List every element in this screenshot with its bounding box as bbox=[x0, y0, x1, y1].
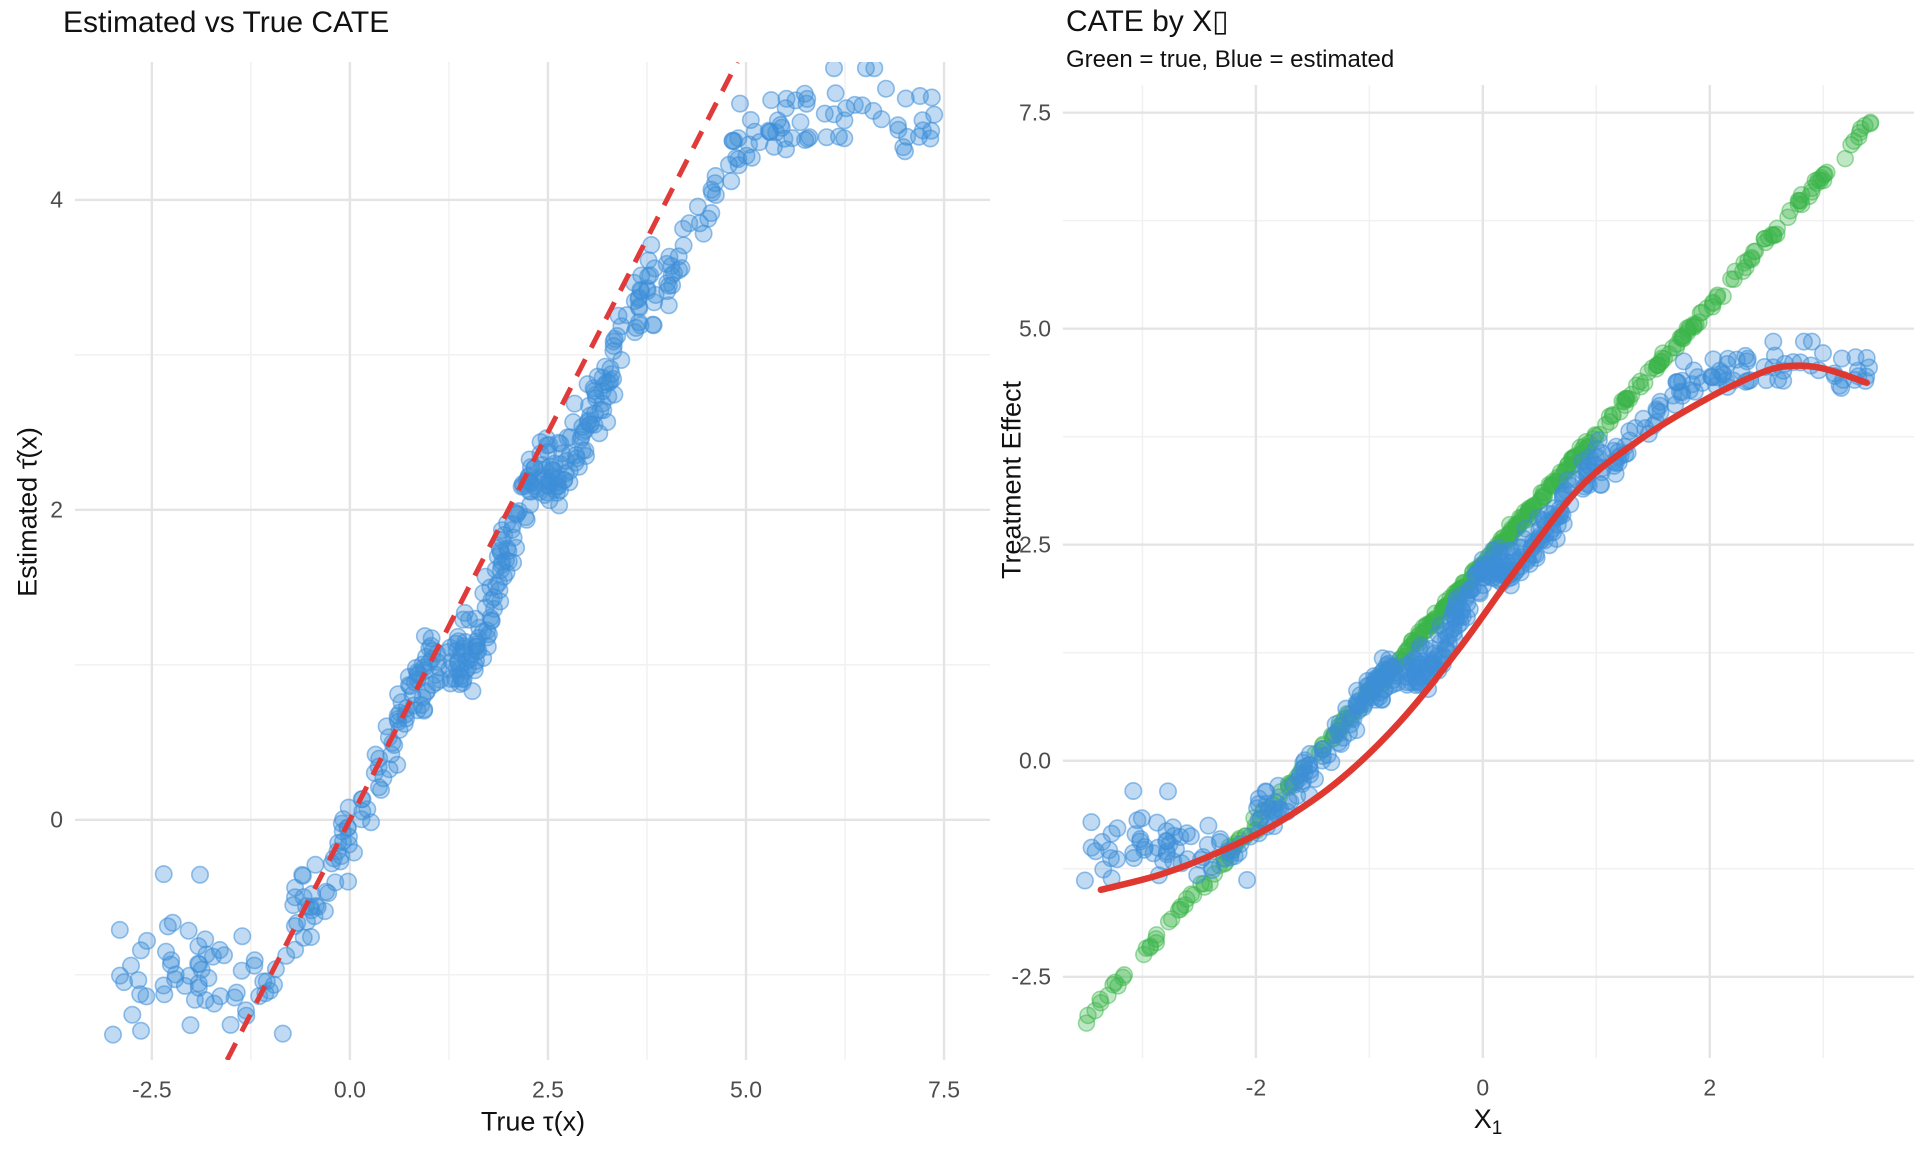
left-plot-x-axis-title: True τ(x) bbox=[480, 1106, 586, 1137]
right-plot-subtitle: Green = true, Blue = estimated bbox=[1066, 46, 1395, 73]
left-plot-title: Estimated vs True CATE bbox=[63, 6, 390, 39]
loess-smooth-curve bbox=[1097, 362, 1870, 894]
right-plot-y-tick-label: 7.5 bbox=[1019, 99, 1051, 126]
right-plot-y-tick-label: 0.0 bbox=[1019, 747, 1051, 774]
left-plot-grid-major bbox=[75, 62, 990, 1060]
right-plot-x-tick-label: 0 bbox=[1476, 1074, 1490, 1101]
left-plot-x-tick-label: -2.5 bbox=[132, 1076, 172, 1103]
left-plot-y-axis-title: Estimated τ̂(x) bbox=[12, 427, 43, 597]
identity-reference-line bbox=[224, 62, 740, 1060]
x1-label-base: X bbox=[1473, 1103, 1492, 1134]
right-plot-title: CATE by X▯ bbox=[1066, 5, 1229, 38]
right-plot-grid-minor bbox=[1063, 85, 1914, 1058]
left-plot-x-tick-label: 5.0 bbox=[730, 1076, 762, 1103]
left-plot-x-tick-label: 7.5 bbox=[928, 1076, 961, 1103]
right-plot-x-axis-title: X1 bbox=[1474, 1104, 1503, 1140]
right-plot-y-tick-label: -2.5 bbox=[1011, 963, 1051, 990]
left-plot-x-tick-label: 0.0 bbox=[333, 1076, 366, 1103]
right-estimated-points bbox=[1075, 332, 1879, 890]
right-plot-y-tick-label: 2.5 bbox=[1019, 531, 1051, 558]
right-plot-x-tick-label: 2 bbox=[1703, 1074, 1717, 1101]
left-plot-grid-minor bbox=[75, 62, 990, 1060]
x1-label-subscript: 1 bbox=[1491, 1118, 1503, 1140]
left-plot-y-tick-label: 0 bbox=[50, 806, 63, 833]
left-scatter-points bbox=[104, 62, 944, 1044]
left-plot-y-tick-label: 4 bbox=[50, 186, 63, 213]
right-plot-x-tick-label: -2 bbox=[1245, 1074, 1267, 1101]
right-plot-y-tick-label: 5.0 bbox=[1019, 315, 1051, 342]
left-plot-x-tick-label: 2.5 bbox=[531, 1076, 564, 1103]
left-plot-y-tick-label: 2 bbox=[50, 496, 63, 523]
